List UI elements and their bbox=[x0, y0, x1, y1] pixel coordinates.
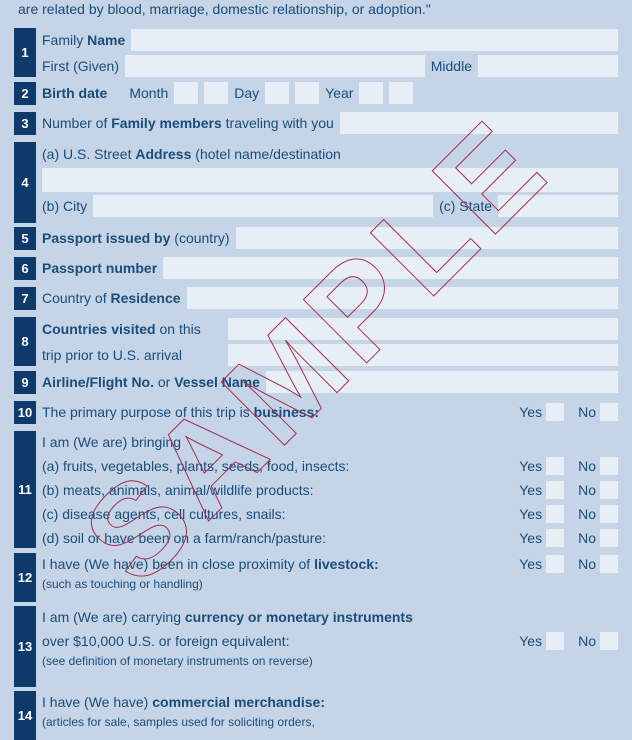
q10-yes-label: Yes bbox=[519, 404, 542, 420]
intro-text: are related by blood, marriage, domestic… bbox=[14, 0, 618, 28]
q11b-yes[interactable] bbox=[546, 481, 564, 499]
num-13: 13 bbox=[14, 606, 36, 687]
year-input-1[interactable] bbox=[359, 82, 383, 104]
day-input-2[interactable] bbox=[295, 82, 319, 104]
birthdate-label: Birth date bbox=[42, 85, 107, 101]
row-5: 5 Passport issued by (country) bbox=[14, 227, 618, 253]
q12-yes[interactable] bbox=[546, 555, 564, 573]
q11c-yes[interactable] bbox=[546, 505, 564, 523]
row-10: 10 The primary purpose of this trip is b… bbox=[14, 401, 618, 427]
row-7: 7 Country of Residence bbox=[14, 287, 618, 313]
num-7: 7 bbox=[14, 287, 36, 310]
q11c-no[interactable] bbox=[600, 505, 618, 523]
year-label: Year bbox=[325, 85, 353, 101]
first-name-input[interactable] bbox=[125, 55, 425, 77]
day-label: Day bbox=[234, 85, 259, 101]
q11d-no[interactable] bbox=[600, 529, 618, 547]
num-12: 12 bbox=[14, 553, 36, 602]
month-input-1[interactable] bbox=[174, 82, 198, 104]
city-input[interactable] bbox=[93, 195, 433, 217]
middle-input[interactable] bbox=[478, 55, 618, 77]
q6-label: Passport number bbox=[42, 260, 157, 276]
family-members-input[interactable] bbox=[340, 112, 618, 134]
q12-sub: (such as touching or handling) bbox=[42, 577, 618, 591]
countries-input-1[interactable] bbox=[228, 318, 618, 340]
q7-label: Country of Residence bbox=[42, 290, 181, 306]
q12-no[interactable] bbox=[600, 555, 618, 573]
flight-input[interactable] bbox=[266, 371, 618, 393]
row-3: 3 Number of Family members traveling wit… bbox=[14, 112, 618, 138]
family-name-label: Family Name bbox=[42, 32, 125, 48]
year-input-2[interactable] bbox=[389, 82, 413, 104]
num-10: 10 bbox=[14, 401, 36, 424]
month-input-2[interactable] bbox=[204, 82, 228, 104]
first-name-label: First (Given) bbox=[42, 58, 119, 74]
q11a-no[interactable] bbox=[600, 457, 618, 475]
q12-text: I have (We have) been in close proximity… bbox=[42, 556, 519, 572]
q9-label: Airline/Flight No. or Vessel Name bbox=[42, 374, 260, 390]
row-8: 8 Countries visited on this trip prior t… bbox=[14, 317, 618, 367]
customs-form: are related by blood, marriage, domestic… bbox=[0, 0, 632, 740]
q13-no[interactable] bbox=[600, 632, 618, 650]
passport-number-input[interactable] bbox=[163, 257, 618, 279]
num-9: 9 bbox=[14, 371, 36, 394]
row-14: 14 I have (We have) commercial merchandi… bbox=[14, 691, 618, 740]
num-11: 11 bbox=[14, 431, 36, 548]
num-14: 14 bbox=[14, 691, 36, 740]
state-label: (c) State bbox=[439, 198, 492, 214]
q10-yes-checkbox[interactable] bbox=[546, 403, 564, 421]
num-8: 8 bbox=[14, 317, 36, 366]
q10-no-label: No bbox=[578, 404, 596, 420]
family-name-input[interactable] bbox=[131, 29, 618, 51]
q3-label: Number of Family members traveling with … bbox=[42, 115, 334, 131]
day-input-1[interactable] bbox=[265, 82, 289, 104]
row-9: 9 Airline/Flight No. or Vessel Name bbox=[14, 371, 618, 397]
row-2: 2 Birth date Month Day Year bbox=[14, 82, 618, 108]
q11a-yes[interactable] bbox=[546, 457, 564, 475]
q14-text: I have (We have) commercial merchandise: bbox=[42, 694, 618, 710]
q14-sub: (articles for sale, samples used for sol… bbox=[42, 715, 618, 729]
num-3: 3 bbox=[14, 112, 36, 135]
q5-label: Passport issued by (country) bbox=[42, 230, 230, 246]
row-4: 4 (a) U.S. Street Address (hotel name/de… bbox=[14, 142, 618, 223]
q11a-text: (a) fruits, vegetables, plants, seeds, f… bbox=[42, 458, 519, 474]
q10-text: The primary purpose of this trip is busi… bbox=[42, 404, 519, 420]
q8-label-1: Countries visited on this bbox=[42, 321, 222, 337]
q4a-label: (a) U.S. Street Address (hotel name/dest… bbox=[42, 146, 341, 162]
city-label: (b) City bbox=[42, 198, 87, 214]
row-6: 6 Passport number bbox=[14, 257, 618, 283]
q11d-text: (d) soil or have been on a farm/ranch/pa… bbox=[42, 530, 519, 546]
num-5: 5 bbox=[14, 227, 36, 250]
state-input[interactable] bbox=[498, 195, 618, 217]
num-4: 4 bbox=[14, 142, 36, 223]
row-13: 13 I am (We are) carrying currency or mo… bbox=[14, 606, 618, 687]
q13-text-2: over $10,000 U.S. or foreign equivalent: bbox=[42, 633, 519, 649]
num-6: 6 bbox=[14, 257, 36, 280]
middle-label: Middle bbox=[431, 58, 472, 74]
q13-sub: (see definition of monetary instruments … bbox=[42, 654, 618, 668]
q11b-text: (b) meats, animals, animal/wildlife prod… bbox=[42, 482, 519, 498]
num-2: 2 bbox=[14, 82, 36, 105]
q11d-yes[interactable] bbox=[546, 529, 564, 547]
q10-no-checkbox[interactable] bbox=[600, 403, 618, 421]
num-1: 1 bbox=[14, 28, 36, 77]
q13-text-1: I am (We are) carrying currency or monet… bbox=[42, 609, 618, 625]
q11b-no[interactable] bbox=[600, 481, 618, 499]
passport-country-input[interactable] bbox=[236, 227, 618, 249]
q11-intro: I am (We are) bringing bbox=[42, 434, 618, 450]
month-label: Month bbox=[129, 85, 168, 101]
row-11: 11 I am (We are) bringing (a) fruits, ve… bbox=[14, 431, 618, 549]
row-1: 1 Family Name First (Given) Middle bbox=[14, 28, 618, 78]
q13-yes[interactable] bbox=[546, 632, 564, 650]
countries-input-2[interactable] bbox=[228, 344, 618, 366]
residence-input[interactable] bbox=[187, 287, 618, 309]
q8-label-2: trip prior to U.S. arrival bbox=[42, 347, 222, 363]
address-input[interactable] bbox=[42, 168, 618, 192]
row-12: 12 I have (We have) been in close proxim… bbox=[14, 553, 618, 602]
q11c-text: (c) disease agents, cell cultures, snail… bbox=[42, 506, 519, 522]
